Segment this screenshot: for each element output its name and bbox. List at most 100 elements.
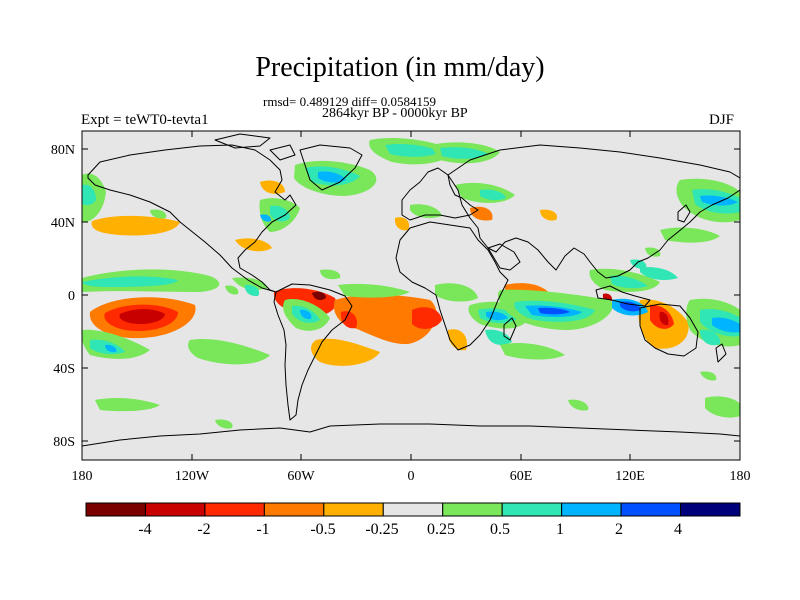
lon-label: 120E <box>615 469 645 484</box>
anomaly-blob <box>91 215 180 236</box>
colorbar-label: 4 <box>674 521 682 538</box>
colorbar-label: -1 <box>256 521 269 538</box>
anomaly-blob <box>660 227 720 243</box>
coastline-greenland <box>299 144 363 191</box>
anomaly-blob <box>486 311 508 321</box>
colorbar-box <box>263 502 325 517</box>
colorbar-box <box>442 502 503 517</box>
colorbar-labels: -4 -2 -1 -0.5 -0.25 0.25 0.5 1 2 4 <box>138 521 682 538</box>
anomaly-blob <box>225 285 239 295</box>
colorbar-label: -4 <box>138 521 151 538</box>
anomaly-blob <box>340 311 358 329</box>
precip-anomaly-field <box>82 138 740 429</box>
lon-label: 180 <box>72 469 93 484</box>
lon-label: 60W <box>287 469 315 484</box>
anomaly-blob <box>435 283 478 302</box>
colorbar-box <box>561 502 622 517</box>
anomaly-blob <box>270 205 290 222</box>
colorbar-box <box>144 502 206 517</box>
lat-label: 0 <box>68 289 75 304</box>
anomaly-blob <box>447 329 468 351</box>
anomaly-blob <box>620 301 641 312</box>
anomaly-blob <box>630 259 647 269</box>
anomaly-blob <box>82 184 96 206</box>
anomaly-blob <box>700 195 738 206</box>
anomaly-blob <box>540 209 558 221</box>
colorbar-boxes <box>85 502 741 517</box>
anomaly-blob <box>645 247 661 257</box>
anomaly-blob <box>610 275 648 289</box>
lon-axis-labels: 180 120W 60W 0 60E 120E 180 <box>72 469 751 484</box>
colorbar-box <box>501 502 563 517</box>
lat-label: 40S <box>53 362 75 377</box>
coastline-africa <box>395 221 509 351</box>
lat-label: 80N <box>51 143 75 158</box>
period-text: 2864kyr BP - 0000kyr BP <box>322 106 468 121</box>
anomaly-blob <box>82 276 178 287</box>
lon-label: 60E <box>510 469 533 484</box>
anomaly-blob <box>394 217 410 231</box>
coastline-europe <box>401 167 479 221</box>
anomaly-blob <box>333 294 437 345</box>
colorbar-box <box>620 502 682 517</box>
anomaly-blob <box>235 238 272 252</box>
lat-label: 80S <box>53 435 75 450</box>
colorbar-label: 2 <box>615 521 623 538</box>
colorbar-box <box>204 502 265 517</box>
anomaly-blob <box>659 311 669 326</box>
anomaly-blob <box>440 147 488 159</box>
coastline-north-america <box>87 144 297 293</box>
anomaly-blob <box>480 189 506 201</box>
map-ticks <box>82 131 740 460</box>
season-label: DJF <box>709 112 735 128</box>
anomaly-blob <box>215 419 233 429</box>
anomaly-blob <box>712 317 740 333</box>
coastline-south-america <box>273 283 353 421</box>
anomaly-blob <box>312 291 326 301</box>
anomaly-blob <box>412 307 442 329</box>
anomaly-blob <box>320 269 341 280</box>
experiment-label: Expt = teWT0-tevta1 <box>81 112 209 128</box>
lat-axis-labels: 80N 40N 0 40S 80S <box>51 143 75 450</box>
anomaly-blob <box>485 329 512 345</box>
anomaly-blob <box>705 396 740 418</box>
chart-title: Precipitation (in mm/day) <box>255 52 545 83</box>
anomaly-blob <box>119 309 165 324</box>
coastline-japan <box>677 204 691 223</box>
anomaly-blob <box>500 343 565 360</box>
coastline-new-zealand <box>715 343 727 363</box>
anomaly-blob <box>700 371 717 381</box>
stats-text: rmsd= 0.489129 diff= 0.0584159 <box>263 94 436 109</box>
coastline-asia <box>447 144 740 279</box>
lat-label: 40N <box>51 216 75 231</box>
anomaly-blob <box>188 339 270 365</box>
anomaly-blob <box>568 399 589 411</box>
anomaly-blob <box>244 284 260 297</box>
colorbar-box <box>85 502 146 517</box>
anomaly-blob <box>470 206 493 221</box>
coastlines <box>82 133 740 447</box>
anomaly-blob <box>150 209 167 219</box>
coastline-indonesia <box>595 285 651 307</box>
colorbar-box <box>323 502 384 517</box>
anomaly-blob <box>260 214 272 222</box>
lon-label: 0 <box>408 469 415 484</box>
coastline-canadian-archipelago <box>214 133 296 161</box>
lon-label: 180 <box>730 469 751 484</box>
colorbar-label: -2 <box>197 521 210 538</box>
anomaly-blob <box>95 397 160 412</box>
coastline-arabia <box>487 243 521 271</box>
anomaly-blob <box>700 329 721 346</box>
anomaly-blob <box>538 307 570 315</box>
colorbar-label: -0.5 <box>310 521 335 538</box>
colorbar-label: -0.25 <box>365 521 398 538</box>
coastline-antarctica <box>82 423 740 447</box>
anomaly-blob <box>385 143 440 157</box>
anomaly-blob <box>260 180 285 194</box>
anomaly-blob <box>338 283 410 298</box>
colorbar-label: 0.5 <box>490 521 510 538</box>
anomaly-blob <box>300 309 312 320</box>
colorbar-box <box>680 502 741 517</box>
